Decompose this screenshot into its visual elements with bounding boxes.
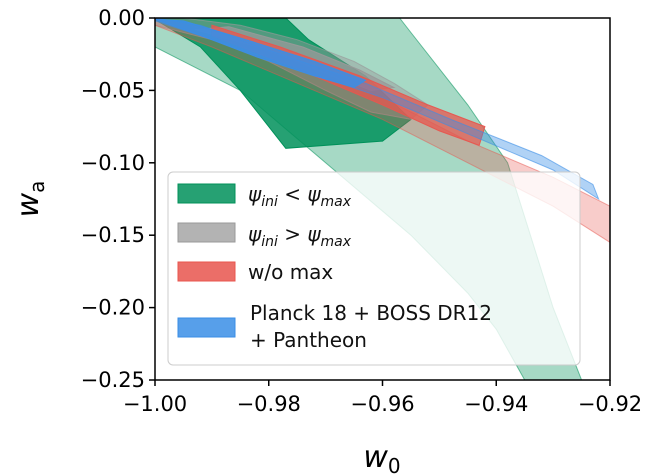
legend-label-psi-greater: ψini > ψmax xyxy=(248,222,352,250)
y-tick-label: −0.10 xyxy=(81,151,145,175)
y-tick-label: −0.25 xyxy=(81,368,145,392)
legend-label-psi-less: ψini < ψmax xyxy=(248,182,352,210)
x-tick-label: −0.94 xyxy=(464,392,528,416)
y-tick-label: 0.00 xyxy=(98,6,145,30)
x-tick-label: −0.96 xyxy=(350,392,414,416)
x-tick-label: −0.92 xyxy=(578,392,642,416)
x-tick-label: −0.98 xyxy=(237,392,301,416)
y-tick-label: −0.20 xyxy=(81,296,145,320)
legend-swatch-wo-max xyxy=(177,261,236,282)
legend-swatch-psi-less xyxy=(177,183,236,204)
legend: ψini < ψmax ψini > ψmax w/o max Planck 1… xyxy=(167,171,581,366)
legend-label-planck: Planck 18 + BOSS DR12 xyxy=(250,301,492,325)
y-tick-label: −0.15 xyxy=(81,223,145,247)
y-axis-ticks: 0.00 −0.05 −0.10 −0.15 −0.20 −0.25 xyxy=(81,6,155,392)
x-axis-ticks: −1.00 −0.98 −0.96 −0.94 −0.92 xyxy=(123,380,642,416)
contour-3-inner xyxy=(155,18,367,89)
x-axis-label: w0 xyxy=(363,440,400,475)
legend-label-planck-line2: + Pantheon xyxy=(250,328,367,352)
legend-label-wo-max: w/o max xyxy=(248,260,333,284)
legend-box xyxy=(167,171,581,366)
y-axis-label: wa xyxy=(11,181,49,218)
x-tick-label: −1.00 xyxy=(123,392,187,416)
legend-swatch-psi-greater xyxy=(177,222,236,243)
y-tick-label: −0.05 xyxy=(81,78,145,102)
legend-swatch-planck xyxy=(177,317,236,338)
